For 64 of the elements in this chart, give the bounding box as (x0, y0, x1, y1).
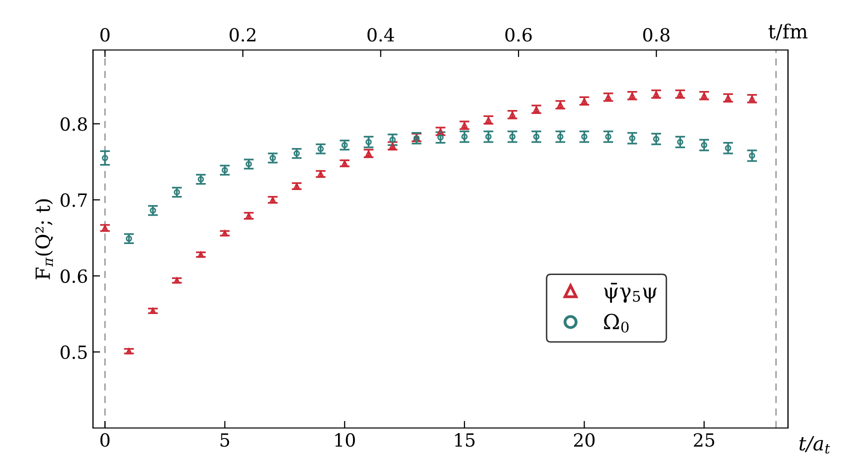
point (724, 144, 732, 152)
point (629, 135, 636, 142)
point (174, 189, 180, 196)
point (198, 251, 204, 258)
legend-label: Ω$_{0}$ (604, 314, 629, 333)
point (437, 128, 444, 135)
x-tick-label: 15 (455, 433, 475, 447)
y-tick-label: 0.6 (60, 269, 88, 284)
point (246, 160, 252, 168)
point (270, 154, 276, 162)
point (557, 134, 564, 140)
point (581, 134, 588, 140)
point (485, 116, 492, 124)
point (700, 92, 708, 99)
point (748, 96, 756, 102)
point (485, 134, 492, 140)
point (557, 102, 564, 108)
y-tick-label: 0.7 (60, 193, 87, 207)
x-axis-title: t/a$_{t}$ (799, 436, 830, 454)
point (150, 207, 156, 214)
point (318, 170, 324, 178)
point (461, 134, 468, 140)
point (294, 150, 300, 157)
point (318, 146, 324, 152)
point (653, 136, 660, 142)
point (174, 277, 180, 284)
point (509, 134, 516, 140)
x-tick-label: 5 (220, 433, 230, 447)
x2-tick-label: 0.8 (643, 28, 670, 42)
x-tick-label: 10 (335, 433, 355, 447)
point (102, 154, 108, 162)
point (748, 152, 756, 159)
y-tick-label: 0.8 (60, 117, 87, 131)
x2-axis-title: t/fm (768, 24, 808, 40)
point (533, 134, 540, 140)
point (605, 134, 612, 140)
point (222, 167, 228, 174)
point (126, 348, 132, 354)
point (533, 106, 540, 112)
point (365, 138, 372, 146)
x2-tick-label: 0.2 (230, 28, 256, 42)
point (724, 94, 732, 102)
point (102, 224, 108, 232)
point (509, 112, 516, 118)
point (365, 150, 372, 157)
y-axis-title: F$_{π}$(Q²; t) (35, 199, 53, 280)
x-tick-label: 20 (574, 433, 595, 447)
point (389, 142, 396, 149)
point (677, 90, 684, 98)
point (342, 142, 348, 148)
x2-tick-label: 0.6 (505, 28, 532, 42)
x-tick-label: 25 (694, 433, 714, 447)
y-tick-label: 0.5 (60, 345, 87, 360)
point (126, 235, 132, 242)
point (461, 122, 468, 128)
point (198, 176, 204, 182)
x2-tick-label: 0 (100, 28, 110, 42)
point (437, 134, 444, 141)
point (677, 138, 684, 146)
x2-tick-label: 0.4 (368, 28, 394, 42)
legend-label: ψ̄γ$_{5}$ψ (604, 282, 657, 303)
x-tick-label: 0 (100, 433, 110, 447)
point (700, 142, 708, 148)
point (389, 136, 396, 143)
